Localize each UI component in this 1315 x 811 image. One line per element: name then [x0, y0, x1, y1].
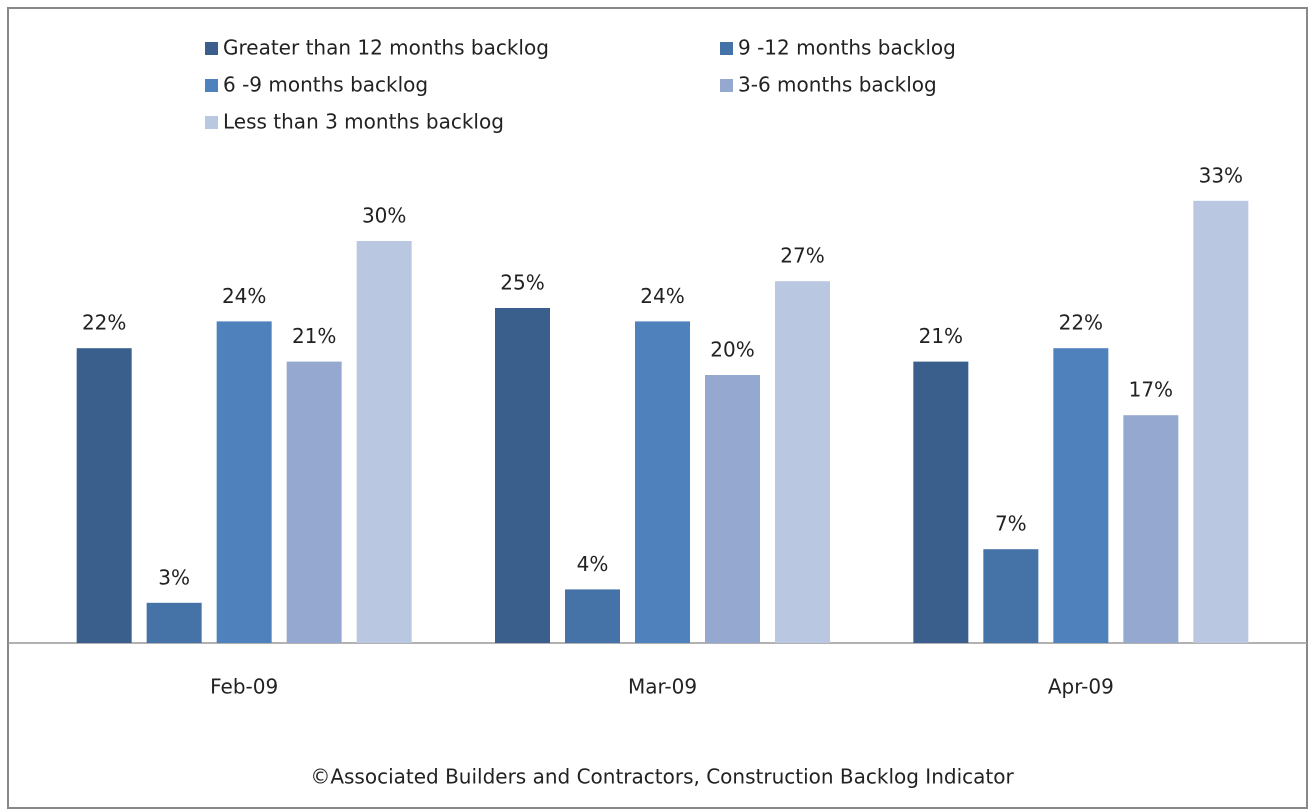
bar	[1193, 200, 1249, 644]
legend-label: 3-6 months backlog	[738, 73, 937, 97]
legend-swatch	[720, 79, 733, 92]
bar	[775, 281, 830, 643]
data-label: 21%	[292, 324, 336, 348]
legend-label: 9 -12 months backlog	[738, 36, 956, 60]
bar	[983, 549, 1039, 643]
data-label: 30%	[362, 204, 406, 228]
data-label: 25%	[500, 271, 544, 295]
legend-swatch	[205, 79, 218, 92]
data-label: 17%	[1129, 378, 1173, 402]
legend-label: 6 -9 months backlog	[223, 73, 428, 97]
x-tick-label: Apr-09	[1048, 675, 1114, 699]
bar	[913, 361, 969, 643]
bar	[286, 361, 342, 643]
bar	[146, 602, 202, 643]
legend-swatch	[205, 116, 218, 129]
bar	[1053, 348, 1109, 643]
data-label: 4%	[577, 552, 609, 576]
x-tick-label: Feb-09	[210, 675, 278, 699]
bar	[76, 348, 132, 643]
data-label: 7%	[995, 512, 1027, 536]
data-label: 24%	[640, 284, 684, 308]
legend-swatch	[205, 42, 218, 55]
data-label: 22%	[1059, 311, 1103, 335]
legend-swatch	[720, 42, 733, 55]
bar	[705, 375, 760, 643]
bar	[1123, 415, 1179, 643]
data-label: 33%	[1199, 163, 1243, 187]
legend-label: Greater than 12 months backlog	[223, 36, 549, 60]
caption: ©Associated Builders and Contractors, Co…	[310, 765, 1014, 789]
bar	[495, 308, 550, 643]
bar	[216, 321, 272, 643]
data-label: 20%	[710, 338, 754, 362]
legend-label: Less than 3 months backlog	[223, 110, 504, 134]
bar	[565, 589, 620, 643]
data-label: 24%	[222, 284, 266, 308]
data-label: 22%	[82, 311, 126, 335]
data-label: 27%	[780, 244, 824, 268]
bar	[356, 241, 412, 643]
x-tick-label: Mar-09	[628, 675, 697, 699]
data-label: 21%	[919, 324, 963, 348]
data-label: 3%	[158, 565, 190, 589]
bar	[635, 321, 690, 643]
